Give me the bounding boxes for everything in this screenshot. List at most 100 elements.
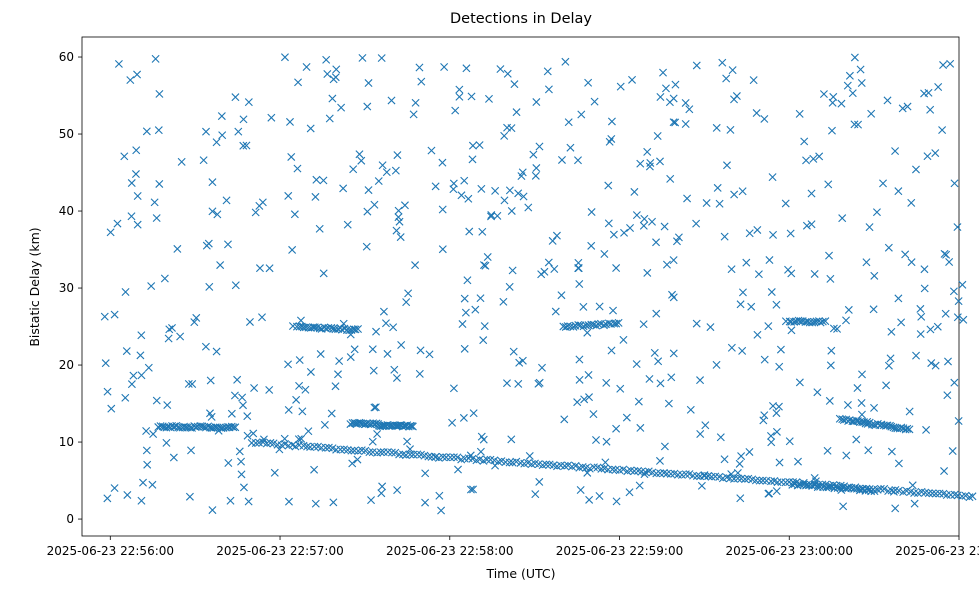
detection-marker	[294, 78, 303, 87]
detection-marker	[133, 70, 142, 79]
detection-marker	[507, 435, 516, 444]
detection-marker	[100, 312, 109, 321]
detection-marker	[722, 74, 731, 83]
detection-marker	[168, 323, 176, 332]
detection-marker	[948, 447, 957, 456]
detection-marker	[730, 95, 739, 104]
detection-marker	[712, 360, 721, 369]
detection-marker	[184, 379, 193, 388]
detection-marker	[802, 481, 810, 490]
detection-marker	[368, 345, 377, 354]
detection-marker	[685, 105, 694, 114]
y-tick-label: 20	[59, 358, 74, 372]
detection-marker	[358, 53, 367, 62]
detection-marker	[376, 448, 385, 457]
detection-marker	[842, 316, 851, 325]
detection-marker	[683, 194, 692, 203]
detection-marker	[656, 92, 665, 101]
detection-marker	[869, 305, 878, 314]
detection-marker	[829, 92, 838, 101]
detection-marker	[350, 345, 359, 354]
x-tick-label: 2025-06-23 22:57:00	[216, 544, 343, 558]
detection-marker	[810, 269, 819, 278]
detection-marker	[850, 53, 859, 62]
detection-marker	[206, 376, 215, 385]
detection-marker	[155, 89, 164, 98]
detection-marker	[759, 416, 768, 425]
detection-marker	[467, 92, 476, 101]
detection-marker	[137, 496, 146, 505]
detection-marker	[251, 208, 260, 217]
detection-marker	[772, 409, 781, 418]
detection-marker	[844, 305, 853, 314]
detection-marker	[296, 316, 305, 325]
detection-marker	[829, 324, 838, 333]
detection-marker	[208, 178, 217, 187]
detection-marker	[389, 323, 398, 332]
detection-marker	[775, 362, 784, 371]
detection-marker	[121, 393, 130, 402]
detection-marker	[607, 346, 616, 355]
detection-marker	[616, 384, 625, 393]
detection-marker	[515, 358, 524, 367]
detection-marker	[369, 366, 378, 375]
detection-marker	[656, 379, 665, 388]
detection-marker	[449, 453, 458, 462]
detection-marker	[669, 118, 678, 127]
x-axis-ticks: 2025-06-23 22:56:00 2025-06-23 22:57:00 20…	[47, 536, 979, 558]
detection-marker	[482, 455, 491, 464]
detection-marker	[858, 370, 866, 379]
detection-marker	[223, 240, 232, 249]
detection-marker	[842, 451, 851, 460]
detection-marker	[968, 492, 977, 501]
detection-marker	[666, 174, 675, 183]
detection-marker	[958, 280, 967, 289]
detection-marker	[190, 318, 199, 327]
detection-marker	[537, 270, 546, 279]
detection-marker	[448, 418, 457, 427]
detection-marker	[453, 453, 462, 462]
detection-marker	[398, 422, 407, 431]
detection-marker	[154, 126, 163, 135]
y-tick-label: 40	[59, 204, 74, 218]
detection-marker	[720, 232, 729, 241]
detection-marker	[164, 334, 173, 343]
detection-marker	[718, 58, 727, 67]
detection-marker	[466, 451, 475, 460]
detection-marker	[502, 379, 511, 388]
detection-marker	[920, 284, 929, 293]
detection-marker	[728, 66, 737, 75]
detection-marker	[575, 355, 584, 364]
detection-marker	[395, 450, 404, 459]
detection-marker	[306, 367, 315, 376]
detection-marker	[692, 319, 701, 328]
detection-marker	[177, 157, 186, 166]
detection-marker	[864, 446, 873, 455]
detection-marker	[372, 327, 381, 336]
y-tick-label: 0	[66, 512, 74, 526]
detection-marker	[733, 468, 742, 477]
detection-marker	[585, 495, 594, 504]
detection-marker	[507, 206, 516, 215]
detection-marker	[438, 245, 447, 254]
detection-marker	[619, 335, 628, 344]
detection-marker	[614, 318, 623, 327]
detection-marker	[713, 183, 722, 192]
detection-marker	[548, 236, 557, 245]
detection-marker	[766, 431, 775, 440]
detection-marker	[941, 309, 950, 318]
detection-marker	[534, 379, 543, 388]
detection-marker	[933, 322, 942, 331]
detection-marker	[602, 378, 611, 387]
detection-marker	[848, 89, 857, 98]
detection-marker	[239, 115, 248, 124]
detection-marker	[650, 348, 659, 357]
detection-marker	[916, 304, 925, 313]
detection-marker	[600, 249, 609, 258]
detection-marker	[887, 447, 896, 456]
detection-marker	[242, 141, 251, 150]
detection-marker	[363, 102, 372, 111]
detection-marker	[378, 161, 387, 170]
detection-marker	[364, 186, 373, 195]
detection-marker	[347, 446, 356, 455]
